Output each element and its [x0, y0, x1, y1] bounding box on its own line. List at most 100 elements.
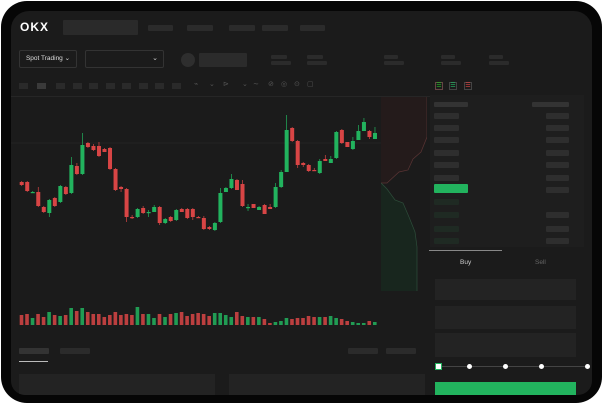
timeframe-button[interactable] [19, 83, 28, 89]
total-input[interactable] [435, 333, 576, 357]
nav-item[interactable] [148, 25, 173, 31]
bids-area [381, 183, 417, 291]
chevron-down-icon: ⌄ [64, 55, 71, 62]
candle-body [212, 223, 217, 230]
pair-selector[interactable]: ⌄ [85, 50, 164, 68]
candle-body [251, 204, 256, 208]
candle-body [279, 172, 284, 187]
candle-body [168, 217, 173, 221]
timeframe-button[interactable] [122, 83, 131, 89]
amount-slider[interactable] [439, 366, 589, 367]
slider-step[interactable] [467, 364, 472, 369]
candle-body [163, 219, 168, 223]
amount-input[interactable] [435, 306, 576, 329]
candle-body [306, 165, 311, 171]
candle-body [262, 205, 267, 214]
tab-order-history[interactable] [60, 348, 90, 354]
volume-bar [240, 316, 245, 325]
candle-body [41, 207, 46, 212]
nav-item[interactable] [300, 25, 325, 31]
nav-item[interactable] [187, 25, 213, 31]
ask-price [434, 125, 459, 131]
line-icon[interactable]: ∼ [253, 81, 259, 88]
price-display [199, 53, 247, 67]
active-tab-underline [19, 361, 48, 362]
candle-body [141, 208, 146, 213]
buy-button[interactable] [435, 382, 576, 395]
volume-bar [25, 314, 29, 325]
nav-item[interactable] [262, 25, 288, 31]
market-type-dropdown[interactable]: Spot Trading ⌄ [19, 50, 77, 68]
chevron-down-icon[interactable]: ⌄ [209, 81, 215, 88]
draw-tool-icon[interactable]: ⊳ [223, 81, 229, 88]
timeframe-button[interactable] [89, 83, 98, 89]
timeframe-button[interactable] [37, 83, 46, 89]
candle-body [185, 209, 190, 218]
candle-body [356, 131, 361, 140]
volume-bar [113, 312, 118, 325]
timeframe-button[interactable] [73, 83, 82, 89]
candle-body [146, 212, 151, 214]
volume-bar [257, 317, 261, 325]
volume-bar [323, 317, 327, 325]
book-bids-icon[interactable]: ☰ [449, 82, 457, 90]
tab-open-orders[interactable] [19, 348, 49, 354]
timeframe-button[interactable] [106, 83, 115, 89]
volume-bar [41, 317, 46, 325]
volume-bar [185, 316, 189, 325]
candle-body [312, 170, 317, 172]
tab-sell[interactable]: Sell [535, 259, 546, 266]
volume-bar [218, 313, 223, 325]
book-both-icon[interactable]: ☰ [435, 82, 443, 90]
volume-bar [119, 315, 123, 325]
volume-bar [229, 317, 234, 325]
volume-bar [372, 322, 377, 325]
candle-body [85, 143, 90, 147]
volume-bar [223, 315, 228, 325]
slider-step[interactable] [539, 364, 544, 369]
candle-body [234, 180, 239, 190]
bid-price [434, 238, 459, 244]
candle-body [301, 163, 306, 165]
filter-button[interactable] [386, 348, 416, 354]
ruler-icon[interactable]: ⊘ [268, 81, 274, 88]
candle-body [317, 161, 322, 173]
book-header-price [434, 102, 468, 107]
app-screen: OKX Spot Trading ⌄ ⌄ ⌁ ⌄ ⊳ ⌄ ∼ ⊘ ◎ ⊙ ▢ ☰… [11, 11, 592, 395]
tab-buy[interactable]: Buy [460, 259, 472, 266]
volume-bar [85, 312, 90, 325]
price-input[interactable] [435, 279, 576, 300]
candle-body [339, 130, 344, 143]
volume-bar [212, 313, 217, 325]
chevron-down-icon[interactable]: ⌄ [242, 81, 248, 88]
timeframe-button[interactable] [155, 83, 164, 89]
search-bar[interactable] [63, 20, 138, 35]
candle-body [201, 218, 206, 229]
timeframe-button[interactable] [56, 83, 65, 89]
timeframe-button[interactable] [172, 83, 181, 89]
slider-step[interactable] [585, 364, 590, 369]
okx-logo[interactable]: OKX [20, 20, 50, 34]
candle-body [130, 217, 135, 219]
slider-handle[interactable] [435, 363, 442, 370]
volume-bar [168, 314, 173, 325]
filter-button[interactable] [348, 348, 378, 354]
volume-bar [124, 314, 129, 325]
indicator-icon[interactable]: ⌁ [194, 81, 199, 88]
camera-icon[interactable]: ◎ [281, 81, 288, 88]
nav-item[interactable] [229, 25, 255, 31]
candle-body [157, 207, 162, 223]
candle-body [179, 209, 184, 212]
fullscreen-icon[interactable]: ▢ [307, 81, 314, 88]
ask-price [434, 137, 459, 143]
ask-amount [546, 187, 569, 193]
volume-bar [102, 317, 107, 325]
candlestick-chart[interactable] [11, 97, 381, 347]
book-asks-icon[interactable]: ☰ [464, 82, 472, 90]
candle-body [119, 187, 124, 189]
settings-icon[interactable]: ⊙ [294, 81, 300, 88]
slider-step[interactable] [503, 364, 508, 369]
volume-bar [268, 323, 272, 325]
volume-bar [52, 315, 57, 325]
timeframe-button[interactable] [139, 83, 148, 89]
